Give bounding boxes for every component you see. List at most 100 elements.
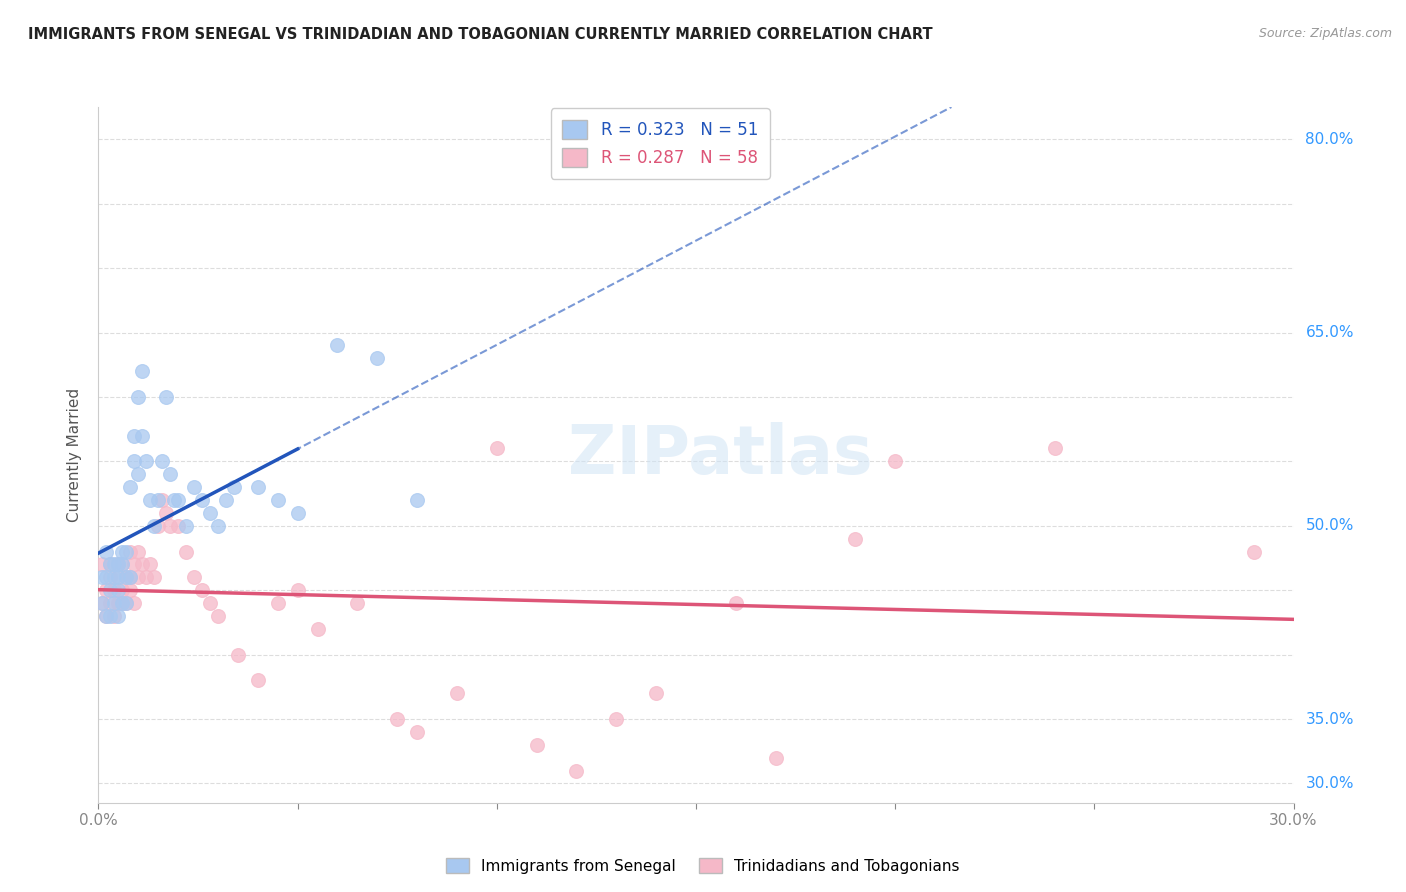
Point xyxy=(124,428,146,442)
Point xyxy=(131,428,153,442)
Point xyxy=(124,596,146,610)
Point xyxy=(111,583,134,598)
Point xyxy=(96,583,118,598)
Point xyxy=(91,596,114,610)
Point xyxy=(267,596,290,610)
Point xyxy=(127,544,149,558)
Text: 30.0%: 30.0% xyxy=(1305,776,1354,791)
Point xyxy=(120,570,142,584)
Point xyxy=(326,338,349,352)
Point xyxy=(120,570,142,584)
Point xyxy=(198,506,221,520)
Point xyxy=(150,493,173,508)
Point xyxy=(159,467,181,482)
Point xyxy=(124,454,146,468)
Point xyxy=(765,750,787,764)
Point xyxy=(115,570,138,584)
Point xyxy=(183,480,205,494)
Point xyxy=(446,686,468,700)
Point xyxy=(724,596,747,610)
Point xyxy=(163,493,186,508)
Point xyxy=(159,518,181,533)
Point xyxy=(103,583,125,598)
Point xyxy=(287,506,309,520)
Point xyxy=(148,518,170,533)
Point xyxy=(115,596,138,610)
Point xyxy=(127,467,149,482)
Text: 50.0%: 50.0% xyxy=(1305,518,1354,533)
Point xyxy=(222,480,245,494)
Point xyxy=(103,570,125,584)
Point xyxy=(107,570,129,584)
Point xyxy=(98,570,122,584)
Y-axis label: Currently Married: Currently Married xyxy=(67,388,83,522)
Point xyxy=(191,583,214,598)
Point xyxy=(526,738,548,752)
Point xyxy=(96,544,118,558)
Point xyxy=(103,609,125,624)
Point xyxy=(155,390,177,404)
Point xyxy=(155,506,177,520)
Point xyxy=(107,570,129,584)
Point xyxy=(385,712,409,726)
Point xyxy=(98,558,122,572)
Point xyxy=(111,558,134,572)
Point xyxy=(565,764,588,778)
Point xyxy=(91,596,114,610)
Point xyxy=(91,570,114,584)
Point xyxy=(96,609,118,624)
Point xyxy=(111,558,134,572)
Point xyxy=(139,558,162,572)
Point xyxy=(246,673,269,688)
Point xyxy=(124,558,146,572)
Point xyxy=(174,518,197,533)
Point xyxy=(111,596,134,610)
Point xyxy=(191,493,214,508)
Text: 35.0%: 35.0% xyxy=(1305,712,1354,727)
Point xyxy=(267,493,290,508)
Point xyxy=(103,596,125,610)
Point xyxy=(167,518,190,533)
Text: IMMIGRANTS FROM SENEGAL VS TRINIDADIAN AND TOBAGONIAN CURRENTLY MARRIED CORRELAT: IMMIGRANTS FROM SENEGAL VS TRINIDADIAN A… xyxy=(28,27,932,42)
Point xyxy=(207,609,229,624)
Point xyxy=(207,518,229,533)
Point xyxy=(115,570,138,584)
Point xyxy=(107,596,129,610)
Legend: Immigrants from Senegal, Trinidadians and Tobagonians: Immigrants from Senegal, Trinidadians an… xyxy=(440,852,966,880)
Point xyxy=(107,558,129,572)
Point xyxy=(115,544,138,558)
Point xyxy=(98,558,122,572)
Point xyxy=(148,493,170,508)
Point xyxy=(107,583,129,598)
Legend: R = 0.323   N = 51, R = 0.287   N = 58: R = 0.323 N = 51, R = 0.287 N = 58 xyxy=(551,109,769,178)
Point xyxy=(174,544,197,558)
Point xyxy=(103,558,125,572)
Point xyxy=(135,570,157,584)
Point xyxy=(485,442,508,456)
Text: ZIPatlas: ZIPatlas xyxy=(568,422,872,488)
Point xyxy=(1043,442,1066,456)
Point xyxy=(127,390,149,404)
Point xyxy=(120,544,142,558)
Text: 65.0%: 65.0% xyxy=(1305,325,1354,340)
Point xyxy=(143,518,166,533)
Point xyxy=(183,570,205,584)
Point xyxy=(884,454,907,468)
Point xyxy=(215,493,238,508)
Point xyxy=(120,583,142,598)
Point xyxy=(111,544,134,558)
Point xyxy=(98,596,122,610)
Point xyxy=(115,596,138,610)
Point xyxy=(346,596,368,610)
Point xyxy=(844,532,866,546)
Point xyxy=(246,480,269,494)
Point xyxy=(107,609,129,624)
Point xyxy=(96,570,118,584)
Point xyxy=(406,725,429,739)
Point xyxy=(307,622,329,636)
Point xyxy=(1243,544,1265,558)
Point xyxy=(150,454,173,468)
Point xyxy=(120,480,142,494)
Point xyxy=(167,493,190,508)
Point xyxy=(96,609,118,624)
